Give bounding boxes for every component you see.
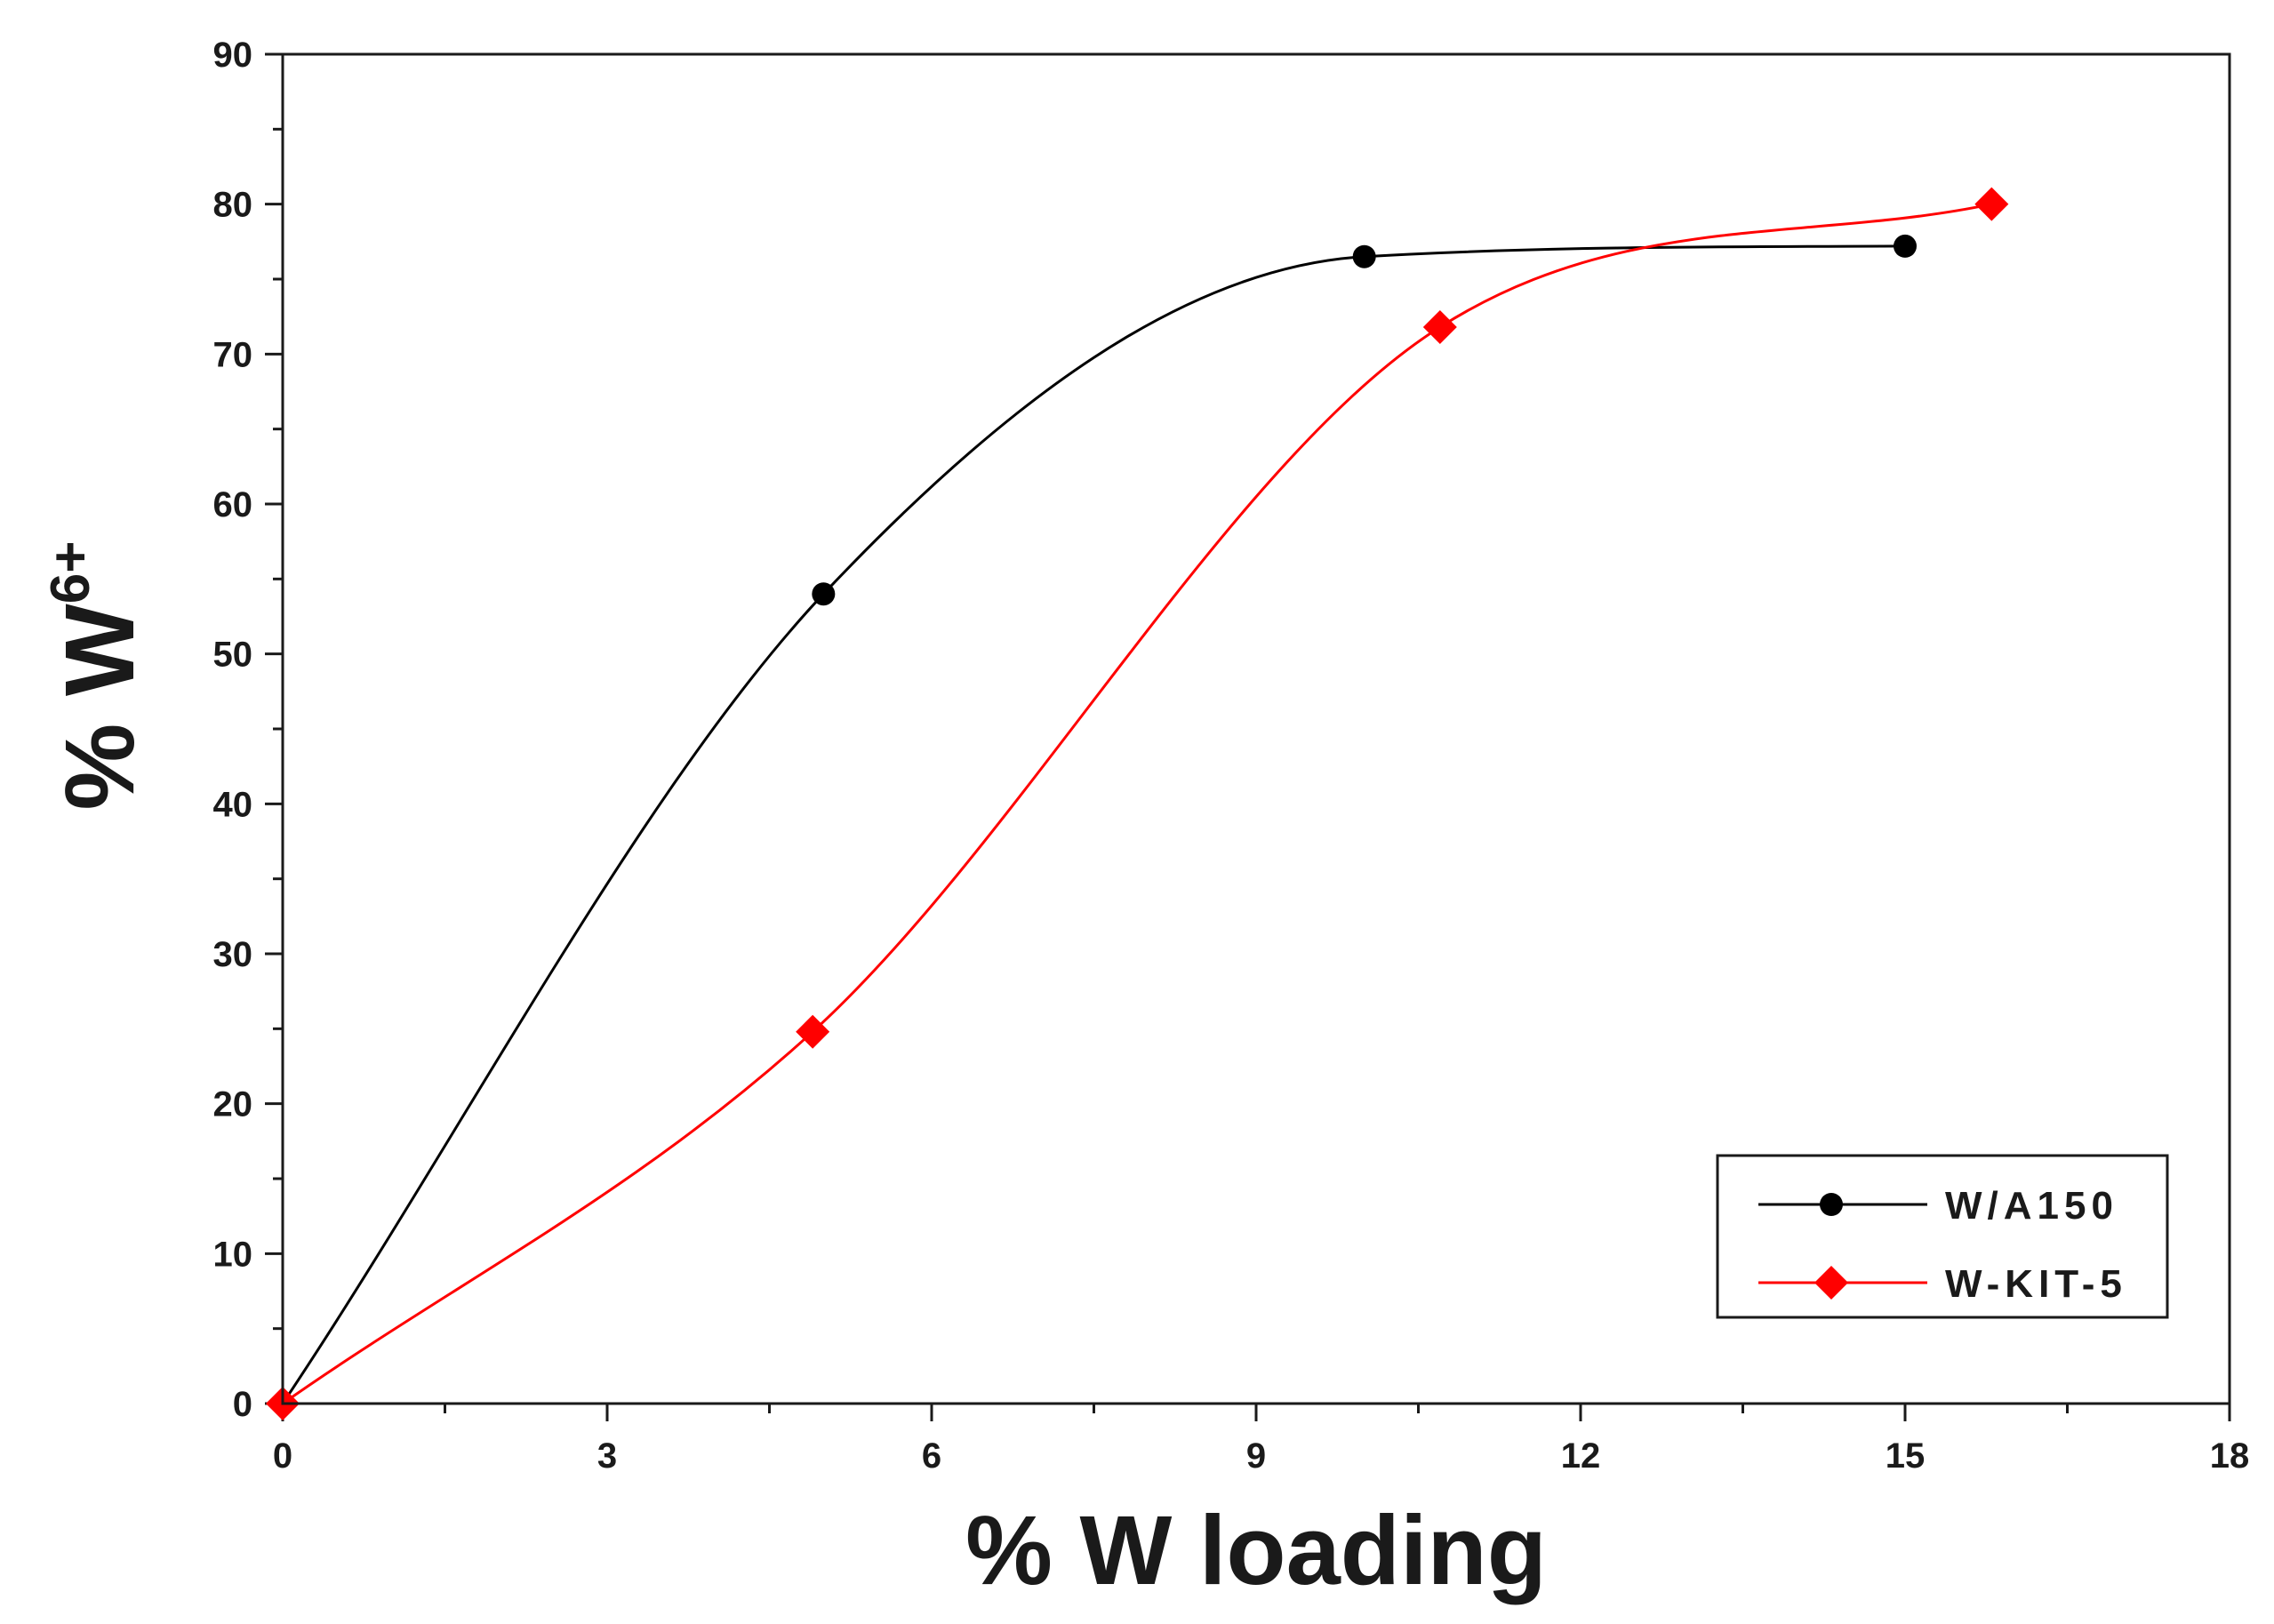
y-tick-label: 70: [213, 335, 253, 374]
y-axis-title-superscript: 6+: [40, 541, 101, 604]
x-axis-title: % W loading: [965, 1496, 1547, 1605]
x-tick-label: 18: [2210, 1436, 2250, 1476]
data-point-1: [1422, 309, 1457, 344]
series-layer: [266, 187, 2009, 1420]
y-tick-label: 40: [213, 785, 253, 824]
y-tick-label: 20: [213, 1085, 253, 1124]
y-axis-title-group: % W6+: [40, 541, 155, 811]
y-tick-label: 80: [213, 186, 253, 225]
legend-marker-w-kit-5: [1814, 1266, 1848, 1300]
x-tick-label: 9: [1246, 1436, 1266, 1476]
x-tick-label: 0: [273, 1436, 292, 1476]
x-tick-label: 3: [597, 1436, 617, 1476]
y-axis-title: % W: [45, 604, 155, 810]
legend-label-w-a150: W/A150: [1945, 1184, 2118, 1228]
y-tick-label: 50: [213, 636, 253, 675]
y-tick-label: 30: [213, 935, 253, 974]
x-tick-label: 12: [1561, 1436, 1601, 1476]
plot-frame: [281, 52, 2231, 1405]
tick-labels: 0 3 6 9 12 15 18 0 10 20 30 40 50 60 70 80 90: [213, 36, 2250, 1476]
svg-text:% W6+: % W6+: [40, 541, 155, 811]
legend-marker-w-a150: [1820, 1193, 1843, 1216]
series-line-0: [281, 244, 1906, 1404]
data-point-1: [1974, 187, 2009, 221]
y-tick-label: 10: [213, 1235, 253, 1274]
data-point-1: [796, 1014, 830, 1049]
x-tick-label: 6: [922, 1436, 941, 1476]
data-point-0: [1894, 234, 1917, 258]
y-tick-label: 60: [213, 485, 253, 524]
x-tick-label: 15: [1886, 1436, 1926, 1476]
data-point-0: [812, 582, 836, 606]
legend: W/A150 W-KIT-5: [1716, 1154, 2169, 1319]
y-tick-label: 90: [213, 36, 253, 75]
legend-label-w-kit-5: W-KIT-5: [1945, 1262, 2127, 1306]
series-line-1: [282, 203, 1992, 1405]
data-point-0: [1352, 244, 1376, 268]
legend-box: [1716, 1154, 2169, 1319]
y-tick-label: 0: [233, 1385, 252, 1424]
